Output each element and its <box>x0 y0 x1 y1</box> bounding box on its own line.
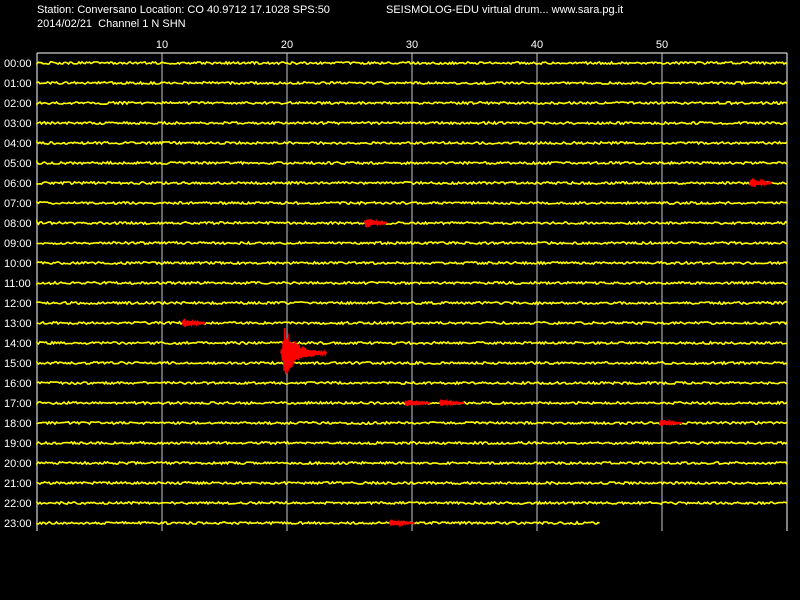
trace-2300 <box>36 520 600 526</box>
x-tick-label-30: 30 <box>406 39 418 51</box>
x-tick-label-20: 20 <box>281 39 293 51</box>
row-label-2300: 23:00 <box>4 518 32 530</box>
event-0600-0 <box>748 178 773 188</box>
row-label-1000: 10:00 <box>4 258 32 270</box>
row-label-1400: 14:00 <box>4 338 32 350</box>
row-label-0900: 09:00 <box>4 238 32 250</box>
row-label-0400: 04:00 <box>4 138 32 150</box>
row-label-0300: 03:00 <box>4 118 32 130</box>
branding-text: SEISMOLOG-EDU virtual drum... www.sara.p… <box>386 4 624 16</box>
row-label-1900: 19:00 <box>4 438 32 450</box>
trace-1600 <box>36 380 788 386</box>
trace-2200 <box>36 500 788 506</box>
event-2300-7 <box>388 518 415 528</box>
row-label-0200: 02:00 <box>4 98 32 110</box>
event-0800-1 <box>363 218 388 228</box>
row-label-1700: 17:00 <box>4 398 32 410</box>
row-label-1600: 16:00 <box>4 378 32 390</box>
row-label-2000: 20:00 <box>4 458 32 470</box>
trace-1100 <box>36 280 788 286</box>
row-label-0700: 07:00 <box>4 198 32 210</box>
trace-2000 <box>36 460 788 466</box>
trace-0000 <box>36 60 788 66</box>
trace-1200 <box>36 300 788 306</box>
row-label-1500: 15:00 <box>4 358 32 370</box>
trace-0800 <box>36 219 788 226</box>
trace-0300 <box>36 120 788 126</box>
row-label-1300: 13:00 <box>4 318 32 330</box>
trace-1500 <box>36 360 788 366</box>
trace-1300 <box>36 320 788 326</box>
x-tick-label-10: 10 <box>156 39 168 51</box>
event-1300-2 <box>181 318 206 328</box>
date-channel: 2014/02/21 Channel 1 N SHN <box>37 18 186 30</box>
x-tick-label-40: 40 <box>531 39 543 51</box>
row-label-2200: 22:00 <box>4 498 32 510</box>
event-1700-5 <box>438 398 465 407</box>
trace-0100 <box>36 80 788 86</box>
trace-0500 <box>36 159 788 166</box>
row-label-1200: 12:00 <box>4 298 32 310</box>
row-label-0100: 01:00 <box>4 78 32 90</box>
row-label-0000: 00:00 <box>4 58 32 70</box>
row-label-0600: 06:00 <box>4 178 32 190</box>
event-1800-6 <box>658 418 683 427</box>
trace-2100 <box>36 480 788 486</box>
trace-0600 <box>36 180 787 186</box>
trace-1400 <box>36 340 788 346</box>
row-label-0800: 08:00 <box>4 218 32 230</box>
trace-1000 <box>36 260 788 266</box>
trace-0400 <box>36 139 788 146</box>
event-1700-4 <box>403 399 431 407</box>
row-label-0500: 05:00 <box>4 158 32 170</box>
row-label-2100: 21:00 <box>4 478 32 490</box>
trace-0700 <box>36 200 788 206</box>
event-1400-3 <box>280 327 328 375</box>
trace-0200 <box>36 100 788 106</box>
row-label-1100: 11:00 <box>4 278 31 290</box>
row-label-1800: 18:00 <box>4 418 32 430</box>
x-tick-label-50: 50 <box>656 39 668 51</box>
station-info: Station: Conversano Location: CO 40.9712… <box>37 4 330 16</box>
trace-1900 <box>36 440 788 446</box>
trace-0900 <box>36 240 788 246</box>
